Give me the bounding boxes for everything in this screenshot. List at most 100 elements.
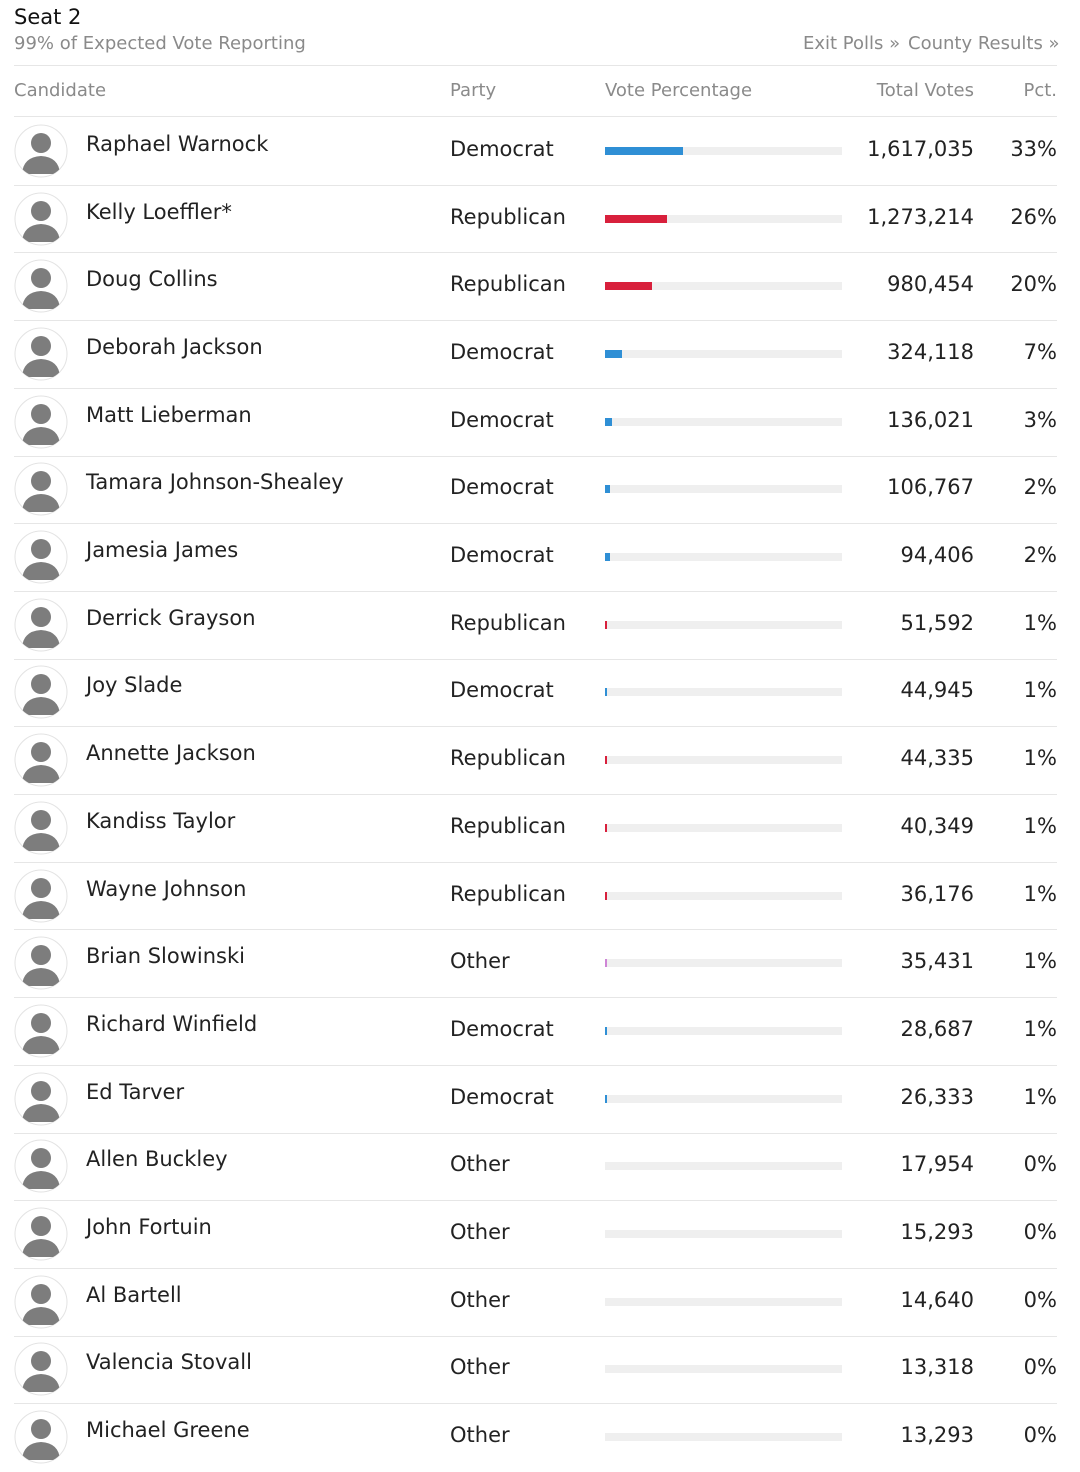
bar-track [605,1230,842,1239]
vote-bar [605,214,667,223]
column-header: Vote Percentage [605,80,753,101]
vote-bar [605,756,608,765]
avatar [14,801,68,855]
pct: 1% [1023,610,1057,635]
party: Other [450,1220,510,1245]
avatar [14,462,68,516]
party: Democrat [450,136,554,161]
total-votes: 94,406 [900,543,974,568]
vote-bar [605,146,684,155]
candidate-name: Allen Buckley [86,1147,228,1172]
vote-bar [605,282,653,291]
bar-track [605,282,842,291]
candidate-name: Raphael Warnock [86,131,269,156]
avatar [14,395,68,449]
row-divider [14,184,1057,186]
header-divider [14,65,1057,66]
total-votes: 17,954 [900,1152,974,1177]
party: Democrat [450,543,554,568]
vote-bar [605,959,608,968]
total-votes: 28,687 [900,1016,974,1041]
row-divider [14,794,1057,795]
row-divider [14,320,1057,322]
candidate-name: Joy Slade [86,673,183,698]
bar-track [605,1297,842,1306]
row-divider [14,1335,1057,1337]
total-votes: 36,176 [900,881,974,906]
vote-bar [605,417,613,426]
total-votes: 14,640 [900,1287,974,1312]
vote-bar [605,349,622,358]
pct: 1% [1023,949,1057,974]
exit-polls-link[interactable]: Exit Polls » [803,33,901,54]
bar-track [605,349,842,358]
total-votes: 136,021 [887,407,974,432]
party: Other [450,1423,510,1448]
pct: 20% [1010,272,1057,297]
reporting-status: 99% of Expected Vote Reporting [14,33,306,54]
pct: 1% [1023,746,1057,771]
row-divider [14,861,1057,863]
vote-bar [605,553,610,562]
row-divider [14,590,1057,592]
avatar [14,1072,68,1126]
candidate-name: Wayne Johnson [86,876,247,901]
avatar [14,259,68,313]
avatar [14,530,68,584]
total-votes: 44,945 [900,678,974,703]
bar-track [605,688,842,697]
candidate-name: Annette Jackson [86,741,256,766]
party: Republican [450,204,566,229]
candidate-name: Jamesia James [86,538,239,563]
avatar [14,1139,68,1193]
candidate-name: Doug Collins [86,267,218,292]
candidate-name: John Fortuin [86,1215,212,1240]
county-results-link[interactable]: County Results » [908,33,1060,54]
row-divider [14,726,1057,728]
bar-track [605,485,842,494]
seat-title: Seat 2 [14,5,82,29]
row-divider [14,658,1057,660]
row-divider [14,1064,1057,1066]
total-votes: 324,118 [887,339,974,364]
pct: 0% [1023,1287,1057,1312]
vote-bar [605,891,608,900]
bar-track [605,214,842,223]
pct: 0% [1023,1423,1057,1448]
party: Democrat [450,1016,554,1041]
pct: 1% [1023,813,1057,838]
column-header: Party [450,80,497,101]
total-votes: 51,592 [900,610,974,635]
party: Other [450,1355,510,1380]
avatar [14,598,68,652]
candidate-name: Valencia Stovall [86,1350,252,1375]
avatar [14,124,68,178]
party: Republican [450,272,566,297]
row-divider [14,929,1057,931]
total-votes: 44,335 [900,746,974,771]
total-votes: 15,293 [900,1220,974,1245]
candidate-name: Kelly Loeffler* [86,199,232,224]
pct: 7% [1023,339,1057,364]
bar-track [605,417,842,426]
avatar [14,327,68,381]
pct: 1% [1023,1084,1057,1109]
party: Democrat [450,475,554,500]
party: Republican [450,813,566,838]
row-divider [14,1132,1057,1134]
avatar [14,1004,68,1058]
pct: 1% [1023,881,1057,906]
pct: 1% [1023,1016,1057,1041]
total-votes: 13,293 [900,1423,974,1448]
bar-track [605,891,842,900]
bar-track [605,620,842,629]
column-header: Pct. [1023,80,1057,101]
column-header: Total Votes [876,80,974,101]
vote-bar [605,620,608,629]
total-votes: 40,349 [900,813,974,838]
party: Republican [450,881,566,906]
candidate-name: Ed Tarver [86,1079,185,1104]
pct: 26% [1010,204,1057,229]
party: Democrat [450,678,554,703]
party: Other [450,1152,510,1177]
